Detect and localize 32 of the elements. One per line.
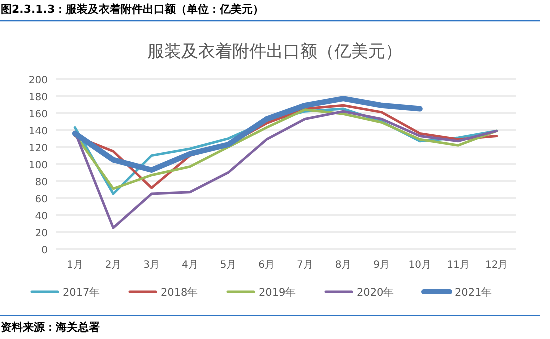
x-tick-label: 9月 [374, 260, 390, 271]
y-tick-label: 160 [28, 109, 48, 120]
x-tick-label: 7月 [296, 260, 314, 271]
y-tick-label: 0 [42, 245, 48, 256]
x-tick-label: 11月 [447, 260, 470, 271]
legend-label: 2021年 [455, 287, 493, 299]
x-tick-label: 6月 [258, 260, 276, 271]
x-tick-label: 8月 [335, 260, 352, 271]
line-series [74, 110, 498, 230]
x-tick-label: 4月 [182, 260, 198, 271]
y-tick-label: 120 [28, 143, 48, 154]
x-tick-label: 1月 [66, 260, 84, 271]
y-tick-label: 40 [35, 211, 48, 222]
y-tick-label: 180 [28, 92, 48, 104]
legend-label: 2020年 [357, 287, 395, 299]
x-tick-label: 3月 [144, 260, 160, 271]
y-tick-label: 20 [35, 228, 48, 240]
y-tick-label: 60 [35, 194, 48, 206]
legend-label: 2017年 [63, 287, 101, 299]
legend-label: 2019年 [259, 287, 297, 299]
text: 资料来源：海关总署 [1, 321, 100, 334]
y-tick-label: 200 [28, 75, 48, 86]
caption: 图2.3.1.3：服装及衣着附件出口额（单位：亿美元） [1, 3, 264, 16]
x-tick-label: 10月 [408, 260, 432, 271]
x-tick-label: 12月 [485, 260, 508, 271]
y-tick-label: 140 [28, 126, 48, 138]
y-tick-label: 100 [28, 160, 48, 172]
legend-label: 2018年 [161, 287, 199, 299]
x-tick-label: 5月 [220, 260, 237, 271]
chart-title: 服装及衣着附件出口额（亿美元） [148, 42, 402, 62]
y-tick-label: 80 [35, 177, 48, 188]
x-tick-label: 2月 [105, 260, 122, 271]
